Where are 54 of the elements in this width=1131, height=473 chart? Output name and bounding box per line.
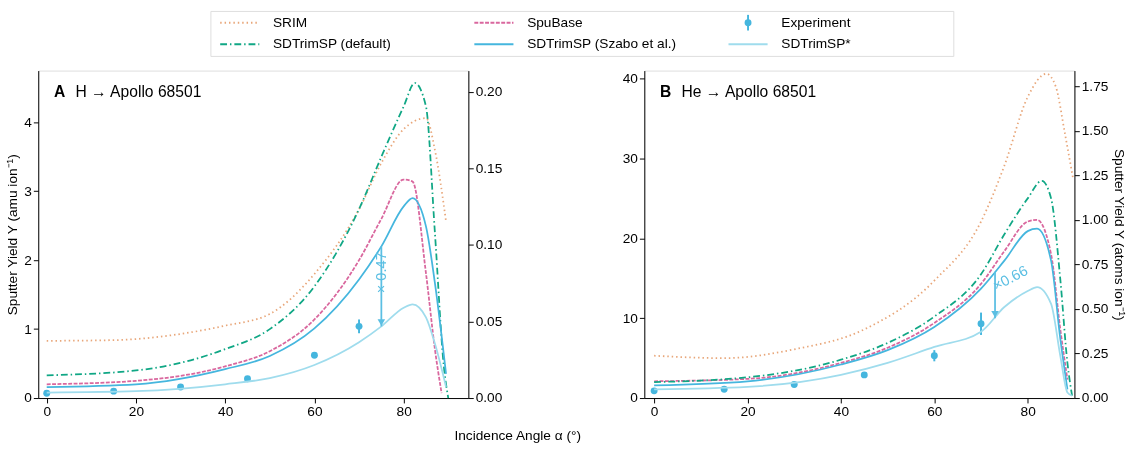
y2-tick-label: 0.00 — [475, 390, 503, 406]
x-axis-title: Incidence Angle α (°) — [454, 427, 582, 443]
x-tick-label: 0 — [650, 404, 659, 420]
x-tick-label: 80 — [1020, 404, 1037, 420]
y2-tick-label: 0.05 — [475, 313, 503, 329]
line-series — [45, 117, 447, 342]
y-tick-label: 30 — [622, 150, 639, 166]
y-axis-title: Sputter Yield Y (amu ion⁻¹) — [5, 154, 21, 316]
y-tick-label: 20 — [622, 230, 639, 246]
line-series — [653, 72, 1074, 359]
x-tick-label: 40 — [833, 404, 850, 420]
y-tick-label: 1 — [24, 321, 32, 337]
y2-tick-label: 1.75 — [1081, 79, 1109, 94]
y-tick-label: 0 — [630, 390, 639, 406]
annotation: B — [659, 82, 672, 100]
point — [310, 351, 318, 359]
annotation: A — [53, 82, 66, 100]
x-tick-label: 60 — [927, 404, 943, 420]
y2-tick-label: 0.15 — [475, 160, 503, 176]
y2-tick-label: 0.10 — [475, 237, 503, 253]
y-tick-label: 10 — [622, 310, 639, 326]
legend-label: SDTrimSP (Szabo et al.) — [527, 36, 677, 52]
y2-tick-label: 0.50 — [1081, 301, 1109, 317]
y2-tick-label: 1.50 — [1081, 123, 1109, 139]
legend-label: Experiment — [781, 14, 851, 30]
y2-tick-label: 1.25 — [1081, 167, 1109, 183]
y2-axis-title: Sputter Yield Y (atoms ion⁻¹) — [1112, 148, 1128, 321]
legend-label: SDTrimSP (default) — [272, 36, 391, 52]
x-tick-label: 60 — [307, 404, 323, 420]
annotation: ×0.66 — [990, 262, 1031, 294]
line-series — [45, 82, 450, 399]
y2-tick-label: 0.00 — [1081, 390, 1109, 406]
x-tick-label: 20 — [128, 404, 145, 420]
x-tick-label: 20 — [740, 404, 757, 420]
y2-tick-label: 0.75 — [1081, 256, 1109, 272]
y-tick-label: 3 — [24, 183, 32, 199]
text: He → Apollo 68501 — [681, 82, 817, 100]
text: H → Apollo 68501 — [75, 82, 202, 100]
y-tick-label: 4 — [24, 114, 33, 130]
x-tick-label: 80 — [396, 404, 413, 420]
y2-tick-label: 1.00 — [1081, 212, 1109, 228]
y2-tick-label: 0.20 — [475, 84, 503, 100]
y2-tick-label: 0.25 — [1081, 345, 1109, 361]
line-series — [653, 179, 1073, 397]
legend-label: SDTrimSP* — [781, 36, 852, 52]
x-tick-label: 40 — [218, 404, 234, 420]
point — [43, 389, 51, 397]
point — [860, 371, 868, 379]
legend-label: SRIM — [272, 14, 308, 30]
y-tick-label: 40 — [622, 70, 639, 86]
legend-label: SpuBase — [527, 14, 583, 30]
y-tick-label: 0 — [24, 390, 33, 406]
y-tick-label: 2 — [24, 252, 32, 268]
x-tick-label: 0 — [43, 404, 52, 420]
